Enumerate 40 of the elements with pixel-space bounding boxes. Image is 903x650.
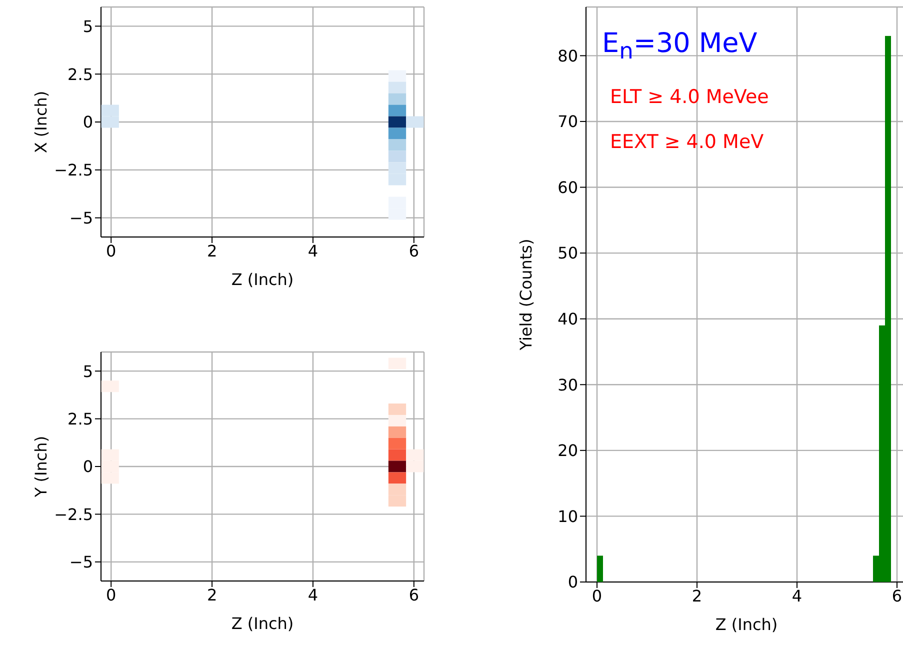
x-tick-label: 0 [106,585,116,604]
y-tick-label: 80 [558,46,578,66]
y-tick-label: −2.5 [54,160,93,180]
x-axis-title: Z (Inch) [715,615,778,634]
x-tick-label: 2 [206,585,218,604]
x-tick-label: 6 [408,585,419,604]
annotation: EEXT ≥ 4.0 MeV [610,131,764,153]
x-tick-label: 4 [308,241,318,260]
y-tick-label: 0 [82,457,93,476]
y-tick-label: 0 [568,572,578,592]
y-tick-label: 60 [558,178,578,197]
y-tick-label: 10 [558,506,578,526]
x-tick-label: 4 [792,586,802,606]
x-tick-label: 0 [106,241,116,260]
y-tick-label: 2.5 [68,64,93,84]
x-axis-title: Z (Inch) [231,614,294,633]
x-tick-label: 4 [308,585,318,604]
y-tick-label: 50 [558,244,578,263]
y-axis-title: Yield (Counts) [516,238,536,352]
y-tick-label: 2.5 [68,409,93,428]
y-tick-label: 70 [558,112,578,132]
x-tick-label: 6 [408,241,419,260]
y-tick-label: 0 [82,112,93,132]
y-tick-label: −2.5 [54,504,93,524]
y-axis-title: X (Inch) [32,90,51,154]
x-tick-label: 2 [206,241,218,260]
x-tick-label: 2 [692,586,702,606]
y-tick-label: −5 [69,552,93,572]
y-tick-label: −5 [69,208,93,228]
y-tick-label: 40 [558,310,578,329]
y-tick-label: 5 [82,362,93,381]
x-tick-label: 6 [892,586,902,606]
annotation: E$_{n}$=30 MeV [602,28,758,64]
annotation: ELT ≥ 4.0 MeVee [610,86,769,108]
y-tick-label: 5 [82,16,93,36]
x-tick-label: 0 [592,586,602,606]
y-tick-label: 20 [558,441,578,460]
y-axis-title: Y (Inch) [32,436,51,498]
y-tick-label: 30 [558,375,578,394]
x-axis-title: Z (Inch) [231,270,294,289]
